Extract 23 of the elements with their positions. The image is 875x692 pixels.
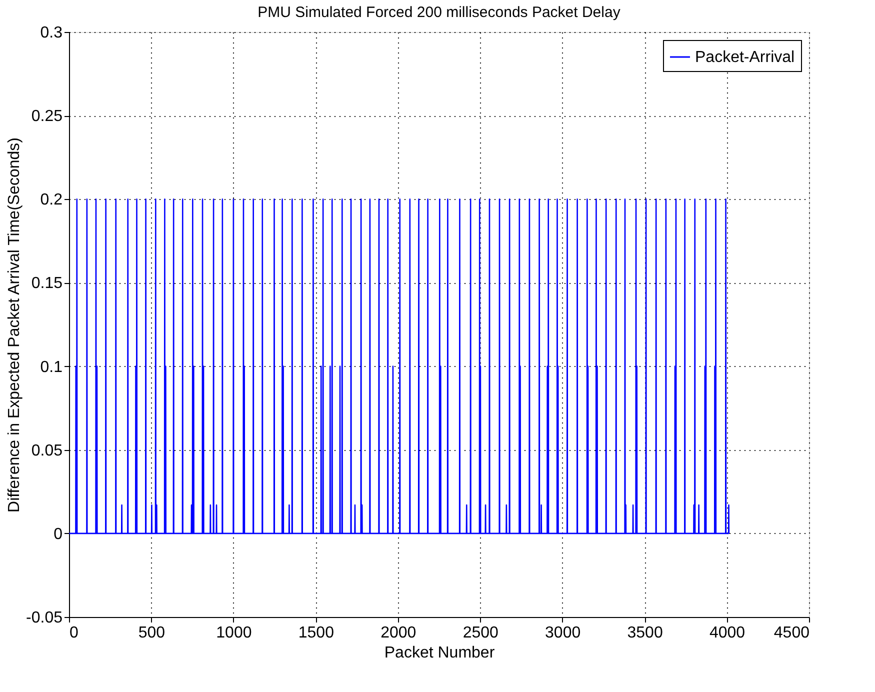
y-tick-label: 0 (54, 526, 63, 543)
legend-label: Packet-Arrival (695, 49, 795, 66)
x-axis-title: Packet Number (384, 644, 496, 662)
x-tick-label: 1000 (216, 624, 252, 642)
x-tick-label: 4000 (709, 624, 746, 642)
x-tick-label: 2000 (380, 624, 416, 642)
chart-title: PMU Simulated Forced 200 milliseconds Packet Delay (258, 4, 621, 21)
x-tick-label: 500 (138, 624, 166, 642)
x-tick-label: 1500 (298, 624, 334, 642)
y-tick-label: -0.05 (26, 610, 63, 626)
x-tick-label: 3500 (627, 624, 663, 642)
x-tick-label: 2500 (462, 624, 499, 642)
x-tick-label: 0 (70, 624, 78, 642)
y-tick-label: 0.2 (40, 192, 63, 209)
x-tick-label: 4500 (774, 624, 810, 642)
y-tick-label: 0.25 (31, 108, 63, 126)
y-tick-label: 0.3 (40, 24, 63, 42)
y-tick-label: 0.15 (31, 275, 63, 292)
y-axis-title: Difference in Expected Packet Arrival Time(Seconds) (6, 138, 24, 512)
line-series (69, 198, 730, 534)
y-tick-label: 0.1 (40, 358, 63, 376)
x-tick-label: 3000 (545, 624, 581, 642)
y-tick-label: 0.05 (31, 442, 63, 460)
